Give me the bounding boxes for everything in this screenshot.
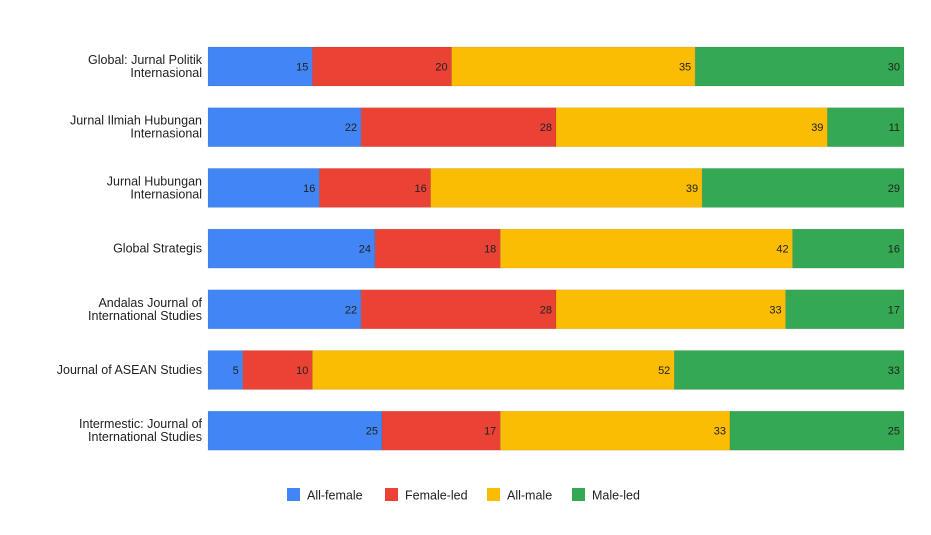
data-label: 16	[888, 244, 900, 256]
bar-segment-female-led	[360, 107, 557, 147]
category-label: Internasional	[130, 187, 202, 201]
bar-segment-all-male	[500, 410, 731, 451]
bar-segment-all-female	[207, 168, 320, 208]
legend-swatch	[385, 488, 398, 501]
bar-segment-female-led	[374, 228, 501, 269]
bar-segment-all-female	[207, 289, 362, 330]
data-label: 29	[888, 183, 900, 195]
data-label: 33	[769, 304, 781, 316]
data-label: 17	[888, 304, 900, 316]
category-label: Internasional	[130, 127, 202, 141]
bar-segment-male-led	[827, 107, 905, 147]
bar-segment-all-female	[207, 350, 244, 390]
bar-segment-all-male	[555, 289, 786, 330]
data-label: 39	[811, 122, 823, 134]
data-label: 16	[303, 183, 315, 195]
data-label: 22	[345, 122, 357, 134]
category-label: Global Strategis	[113, 242, 202, 256]
bars-group	[207, 46, 905, 451]
category-label: Intermestic: Journal of	[79, 417, 202, 431]
data-label: 28	[540, 304, 552, 316]
data-label: 39	[686, 183, 698, 195]
data-label: 35	[679, 62, 691, 74]
legend-label: Female-led	[405, 489, 468, 503]
legend-swatch	[287, 488, 300, 501]
data-label: 24	[359, 244, 371, 256]
category-label: Journal of ASEAN Studies	[57, 363, 202, 377]
bar-segment-all-male	[451, 46, 696, 87]
data-label: 11	[889, 122, 900, 134]
bar-segment-male-led	[792, 228, 905, 269]
data-label: 25	[888, 426, 900, 438]
bar-segment-female-led	[360, 289, 557, 330]
bar-segment-all-female	[207, 410, 383, 451]
data-label: 52	[658, 365, 670, 377]
data-label: 25	[366, 426, 378, 438]
data-label: 28	[540, 122, 552, 134]
bar-segment-male-led	[785, 289, 905, 330]
bar-segment-male-led	[694, 46, 905, 87]
category-label: Jurnal Ilmiah Hubungan	[70, 114, 202, 128]
data-label: 18	[484, 244, 496, 256]
legend: All-female Female-led All-male Male-led	[287, 488, 640, 503]
category-labels-group: Global: Jurnal PolitikInternasionalJurna…	[57, 53, 203, 444]
bar-segment-all-male	[430, 168, 703, 208]
category-label: Andalas Journal of	[98, 296, 202, 310]
legend-label: Male-led	[592, 489, 640, 503]
legend-swatch	[572, 488, 585, 501]
data-label: 30	[888, 62, 900, 74]
bar-segment-all-female	[207, 46, 313, 87]
data-label: 33	[888, 365, 900, 377]
data-label: 16	[414, 183, 426, 195]
bar-segment-female-led	[319, 168, 432, 208]
category-label: International Studies	[88, 430, 202, 444]
bar-segment-all-female	[207, 228, 376, 269]
bar-segment-male-led	[701, 168, 905, 208]
data-label: 15	[296, 62, 308, 74]
bar-segment-female-led	[312, 46, 452, 87]
data-label: 42	[776, 244, 788, 256]
bar-segment-all-male	[500, 228, 793, 269]
bar-segment-all-female	[207, 107, 362, 147]
value-labels-group: 15 20 35 30 22 28 39 11 16 16 39 29 24 18 42 16 22 28 33 17…	[233, 62, 900, 438]
data-label: 10	[296, 365, 308, 377]
data-label: 17	[484, 426, 496, 438]
bar-segment-male-led	[674, 350, 905, 390]
data-label: 33	[714, 426, 726, 438]
bar-segment-all-male	[312, 350, 675, 390]
bar-segment-all-male	[555, 107, 828, 147]
category-label: Global: Jurnal Politik	[88, 53, 203, 67]
data-label: 22	[345, 304, 357, 316]
bar-segment-female-led	[242, 350, 313, 390]
category-label: International Studies	[88, 309, 202, 323]
category-label: Internasional	[130, 66, 202, 80]
data-label: 5	[233, 365, 239, 377]
legend-label: All-female	[307, 489, 363, 503]
category-label: Jurnal Hubungan	[107, 174, 202, 188]
bar-segment-female-led	[381, 410, 501, 451]
bar-segment-male-led	[729, 410, 905, 451]
data-label: 20	[435, 62, 447, 74]
legend-swatch	[487, 488, 500, 501]
legend-label: All-male	[507, 489, 552, 503]
